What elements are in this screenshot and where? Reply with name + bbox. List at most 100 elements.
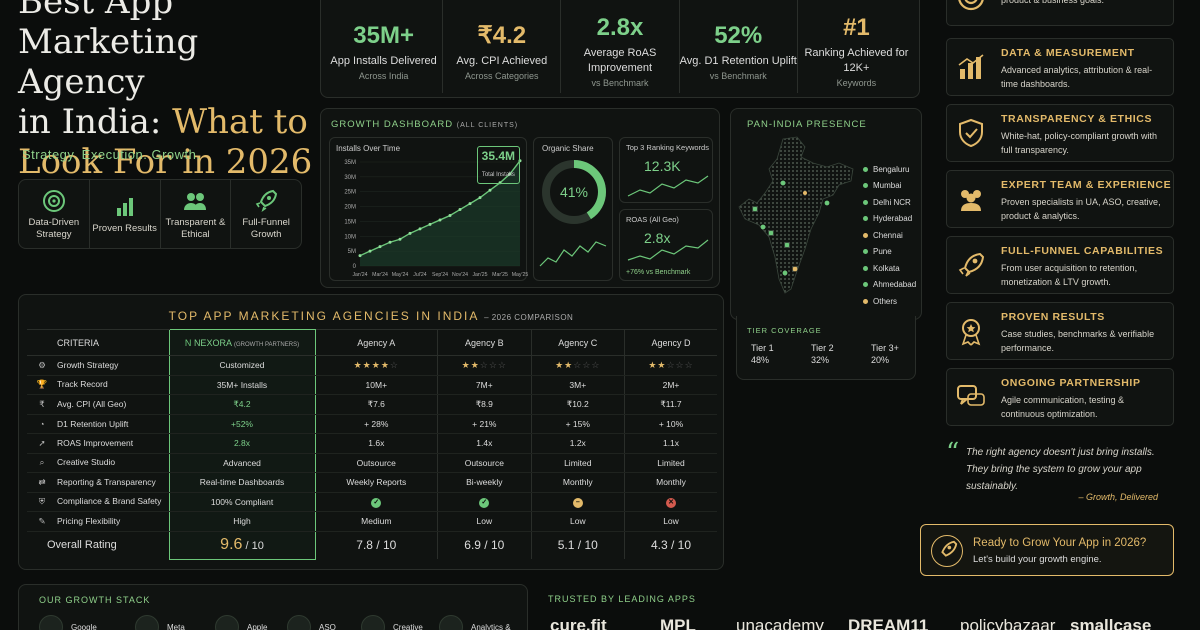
feature-desc: Customized strategy aligned to your prod… [1001, 0, 1105, 5]
x-tick-label: May'24 [392, 272, 409, 278]
page-title: Best App Marketing Agency in India: What… [18, 0, 318, 182]
criteria-label: D1 Retention Uplift [57, 418, 129, 429]
agency-cell: ₹11.7 [624, 394, 717, 415]
x-tick-label: Jan'25 [472, 272, 487, 278]
agency-value: Limited [657, 457, 685, 468]
agency-value: + 21% [472, 418, 497, 429]
feature-desc: Advanced analytics, attribution & real-t… [1001, 65, 1153, 89]
city-item: Bengaluru [863, 161, 916, 178]
table-row: ➚ ROAS Improvement 2.8x 1.6x 1.4x 1.2x 1.1x [27, 433, 717, 454]
stack-label: ASO [319, 622, 336, 630]
rocket-icon [931, 535, 963, 567]
star-icon: ★ [657, 359, 667, 370]
comparison-table: CRITERIA N NEXORA (GROWTH PARTNERS) Agen… [27, 329, 717, 560]
city-name: Bengaluru [873, 164, 910, 174]
agency-cell: ★★☆☆☆ [437, 355, 532, 376]
pan-india-presence: PAN-INDIA PRESENCE Bengaluru Mumbai Delhi … [730, 108, 922, 320]
feature-title: EXPERT TEAM & EXPERIENCE [1001, 179, 1172, 191]
nexora-header: N NEXORA (GROWTH PARTNERS) [168, 329, 316, 356]
y-tick-label: 5M [348, 249, 356, 255]
pillar-proven: Proven Results [90, 180, 161, 248]
agency-cell: – [530, 492, 625, 512]
stack-label: Google [71, 622, 97, 630]
city-legend: Bengaluru Mumbai Delhi NCR Hyderabad Chennai… [863, 161, 916, 310]
criteria-icon: ⛨ [38, 496, 46, 507]
criteria-cell: ⇄ Reporting & Transparency [27, 472, 169, 493]
cta-title: Ready to Grow Your App in 2026? [973, 537, 1147, 549]
agency-cell: Monthly [624, 472, 717, 493]
agency-value: Bi-weekly [466, 477, 503, 488]
check-icon: ✓ [479, 497, 490, 508]
criteria-label: Compliance & Brand Safety [57, 496, 162, 507]
pillar-data-driven: Data-Driven Strategy [19, 180, 90, 248]
comparison-subtitle: – 2026 COMPARISON [484, 313, 574, 322]
agency-value: 3M+ [569, 379, 587, 390]
stack-logo-icon [135, 615, 159, 630]
y-tick-label: 30M [344, 175, 356, 181]
agency-value: Monthly [562, 477, 593, 488]
data-point [418, 227, 422, 231]
agency-value: 2M+ [662, 379, 680, 390]
city-name: Pune [873, 247, 892, 257]
star-icon: ☆ [497, 359, 507, 370]
star-icon: ☆ [582, 359, 592, 370]
nexora-note: (GROWTH PARTNERS) [233, 341, 300, 348]
criteria-cell: ◔ D1 Retention Uplift [27, 414, 169, 434]
dashboard-title: GROWTH DASHBOARD (ALL CLIENTS) [331, 119, 518, 130]
nexora-cell: Customized [168, 355, 316, 376]
feature-card: FULL-FUNNEL CAPABILITIES From user acquis… [946, 236, 1174, 294]
kpi-value: 35M+ [353, 21, 414, 49]
star-rating: ★★☆☆☆ [648, 360, 693, 370]
agency-cell: + 21% [437, 414, 532, 434]
pillar-label: Data-Driven Strategy [28, 216, 80, 240]
star-icon: ☆ [675, 359, 685, 370]
kpi-cpi: ₹4.2 Avg. CPI Achieved Across Categories [443, 0, 562, 93]
stack-logo-icon [39, 615, 63, 630]
tagline: Strategy. Execution. Growth. [22, 147, 201, 162]
brand-logo: DREAM11 [848, 616, 929, 630]
y-tick-label: 0 [353, 264, 357, 270]
users-icon [184, 192, 207, 210]
stack-title: OUR GROWTH STACK [39, 595, 151, 605]
comparison-title: TOP APP MARKETING AGENCIES IN INDIA – 20… [19, 309, 723, 323]
keywords-title: Top 3 Ranking Keywords [626, 143, 709, 152]
feature-card: ONGOING PARTNERSHIP Agile communication, … [946, 368, 1174, 426]
tier-value: 20% [871, 355, 890, 365]
kpi-label: Average RoAS Improvement [583, 47, 657, 74]
city-dot-icon [863, 199, 868, 205]
agency-header: Agency C [530, 329, 625, 356]
agency-cell: 7M+ [437, 375, 532, 395]
city-item: Hyderabad [863, 211, 916, 228]
criteria-label: Avg. CPI (All Geo) [57, 398, 127, 409]
agency-cell: 1.6x [314, 433, 438, 454]
agency-value: 1.6x [368, 438, 385, 449]
feature-card: EXPERT TEAM & EXPERIENCE Proven specialis… [946, 170, 1174, 228]
quote-author: – Growth, Delivered [1078, 492, 1158, 502]
agency-value: Weekly Reports [346, 477, 407, 488]
pillar-transparent: Transparent & Ethical [161, 180, 232, 248]
pillar-label: Transparent & Ethical [165, 216, 226, 240]
tier-title: TIER COVERAGE [747, 326, 822, 335]
stack-label: Creative [393, 622, 423, 630]
agency-value: ₹10.2 [566, 398, 589, 409]
tier-2: Tier 2 32% [811, 342, 834, 366]
agency-cell: ★★☆☆☆ [624, 355, 717, 376]
tier-3: Tier 3+ 20% [871, 342, 899, 366]
stack-item: Apple [215, 615, 267, 630]
agency-cell: + 10% [624, 414, 717, 434]
stack-label: Meta [167, 622, 185, 630]
data-point [398, 237, 402, 241]
agency-cell: 10M+ [314, 375, 438, 395]
city-item: Pune [863, 244, 916, 261]
growth-stack: OUR GROWTH STACK Google Meta Apple ASO Creat… [18, 584, 528, 630]
feature-title: PROVEN RESULTS [1001, 311, 1105, 323]
agency-cell: Outsource [314, 453, 438, 473]
cta-button[interactable]: Ready to Grow Your App in 2026? Let's bu… [920, 524, 1174, 576]
cross-icon: ✕ [666, 497, 676, 508]
star-icon: ★ [371, 359, 381, 370]
tier-1: Tier 1 48% [751, 342, 774, 366]
agency-value: Limited [564, 457, 592, 468]
kpi-sub: vs Benchmark [591, 78, 649, 88]
city-dot-icon [863, 232, 868, 238]
presence-title: PAN-INDIA PRESENCE [747, 119, 867, 130]
